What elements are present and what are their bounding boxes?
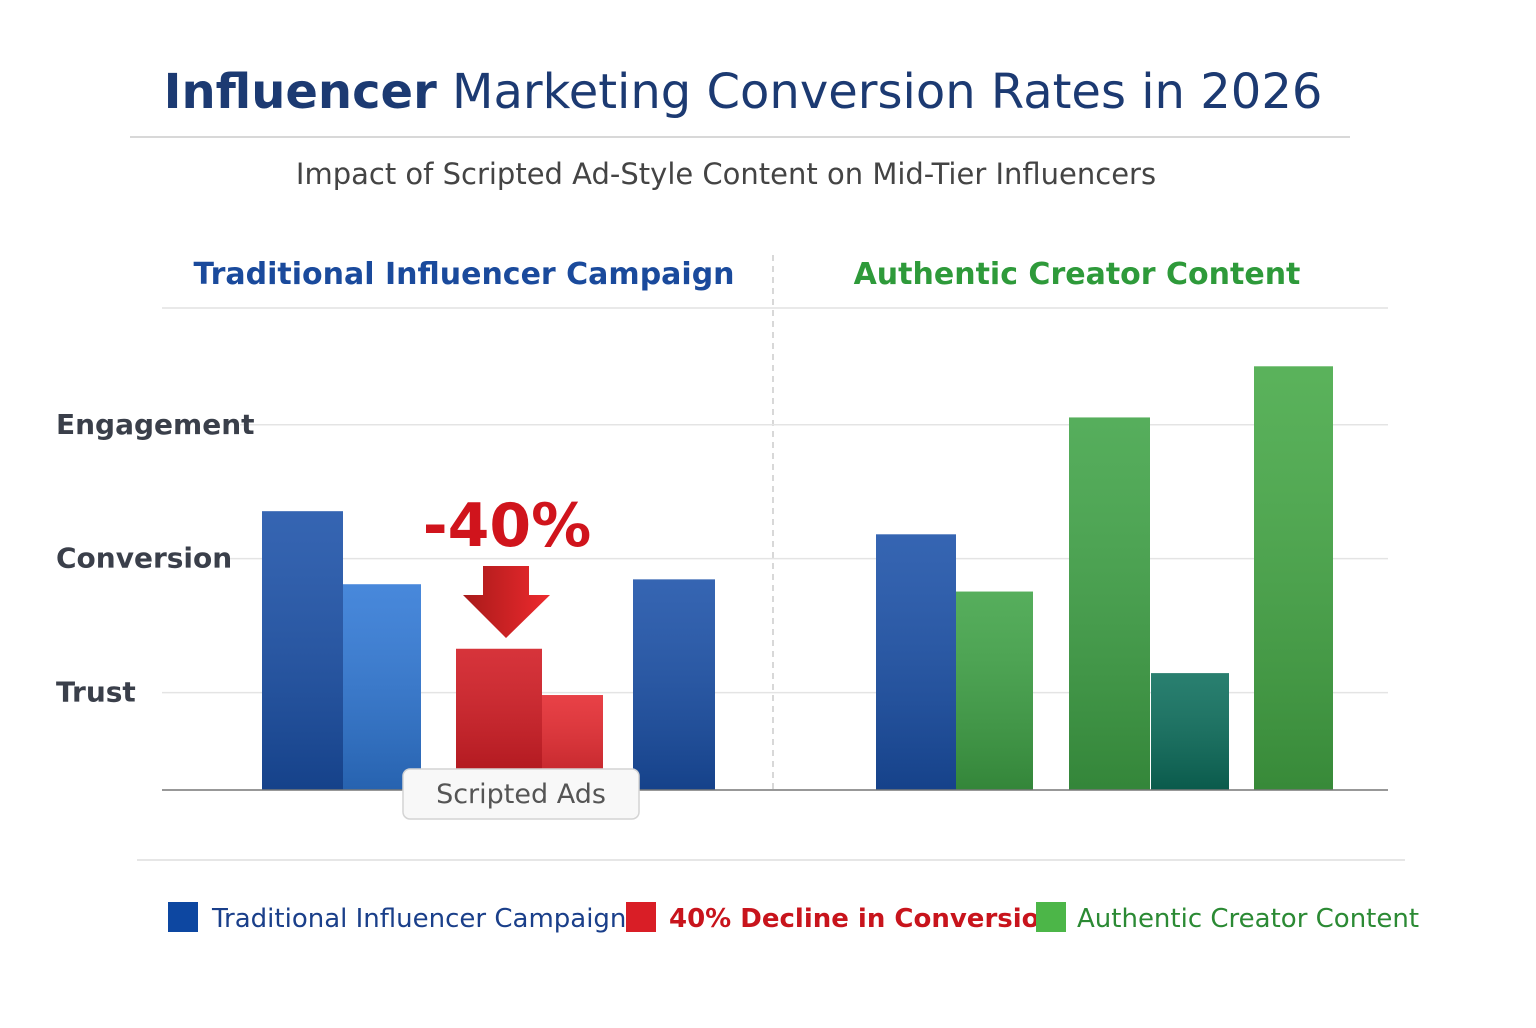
decline-annotation: -40% (423, 491, 592, 561)
legend-swatch-traditional (168, 902, 198, 932)
bar-shade-3 (456, 648, 542, 790)
bar-shade-6 (876, 534, 956, 790)
y-tick-label-conversion: Conversion (56, 542, 232, 575)
y-tick-label-engagement: Engagement (56, 408, 255, 441)
scripted-ads-label: Scripted Ads (402, 768, 640, 820)
legend-label-traditional: Traditional Influencer Campaign (211, 904, 626, 934)
arrow-down-icon (463, 566, 550, 638)
legend-swatch-decline (626, 902, 656, 932)
legend-swatch-authentic (1036, 902, 1066, 932)
chart-subtitle: Impact of Scripted Ad-Style Content on M… (296, 157, 1156, 191)
panel-title-traditional: Traditional Influencer Campaign (193, 257, 734, 292)
bar-shade-8 (1069, 417, 1150, 790)
bar-shade-5 (633, 579, 715, 790)
legend-label-decline: 40% Decline in Conversion (669, 904, 1058, 934)
bar-shade-1 (262, 511, 343, 790)
bar-shade-9 (1151, 673, 1229, 790)
bar-shade-10 (1254, 366, 1333, 790)
y-tick-label-trust: Trust (56, 676, 136, 709)
panel-title-authentic: Authentic Creator Content (854, 257, 1301, 292)
bars (262, 366, 1333, 790)
scripted-ads-text: Scripted Ads (436, 779, 606, 810)
bar-shade-7 (956, 591, 1033, 790)
chart-title: Influencer Marketing Conversion Rates in… (164, 64, 1323, 120)
legend-label-authentic: Authentic Creator Content (1077, 904, 1419, 934)
y-axis-labels: Trust Conversion Engagement (56, 408, 255, 709)
bar-shade-2 (343, 584, 421, 790)
legend: Traditional Influencer Campaign 40% Decl… (168, 902, 1419, 934)
